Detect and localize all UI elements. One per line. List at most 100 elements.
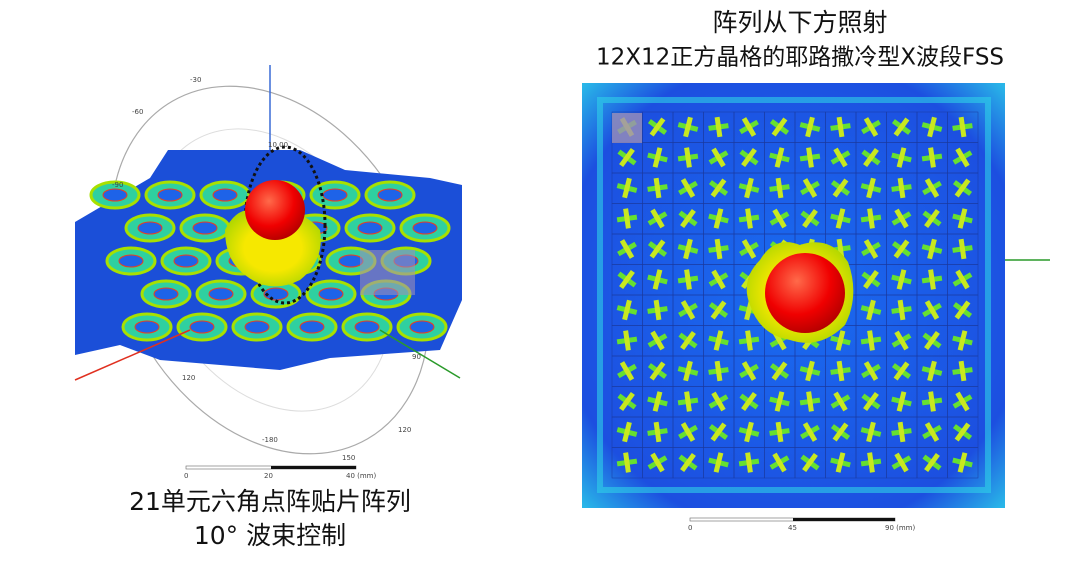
cross xyxy=(617,391,637,412)
cross xyxy=(800,452,820,473)
cross-arm xyxy=(684,147,692,168)
cross xyxy=(861,269,881,290)
cross-arm xyxy=(863,117,879,137)
cross-arm xyxy=(927,238,937,260)
cross xyxy=(921,147,943,168)
patch xyxy=(412,221,438,235)
cross-arm xyxy=(867,208,875,229)
cross-arm xyxy=(711,269,726,290)
cross-arm xyxy=(893,361,910,381)
cross-arm xyxy=(896,391,907,412)
cross xyxy=(647,147,668,168)
cross xyxy=(922,422,942,442)
cross xyxy=(922,178,942,198)
cross xyxy=(739,147,759,168)
cross-arm xyxy=(955,269,970,290)
cross-arm xyxy=(893,117,910,137)
cross xyxy=(922,330,942,351)
patch xyxy=(153,287,179,301)
cross xyxy=(647,177,668,199)
cross xyxy=(922,452,942,473)
cross xyxy=(739,117,759,137)
cross-arm xyxy=(957,452,968,473)
cross-arm xyxy=(713,452,724,473)
cross xyxy=(921,238,943,260)
cross-arm xyxy=(802,208,818,229)
cross-arm xyxy=(741,117,757,137)
cross-arm xyxy=(741,391,757,412)
scale-label: 0 xyxy=(184,472,188,480)
cross-arm xyxy=(924,178,940,198)
cross-arm xyxy=(863,361,879,381)
cross xyxy=(708,269,729,290)
scale-label: 20 xyxy=(264,472,273,480)
cross-arm xyxy=(958,116,967,138)
cross xyxy=(616,452,638,473)
cross xyxy=(616,208,638,229)
cross-arm xyxy=(958,238,967,260)
patch xyxy=(173,254,199,268)
patch xyxy=(208,287,234,301)
cross xyxy=(891,361,912,381)
cross xyxy=(647,208,668,229)
cross-arm xyxy=(835,330,846,351)
cross xyxy=(708,208,729,229)
cross-arm xyxy=(622,177,632,199)
cross-arm xyxy=(832,178,849,198)
cross xyxy=(799,116,821,138)
cross xyxy=(921,269,943,290)
patch xyxy=(102,188,128,202)
cross-arm xyxy=(866,421,876,443)
cross xyxy=(678,208,698,229)
cross xyxy=(891,269,912,290)
cross-arm xyxy=(867,330,875,351)
polar-label: 120 xyxy=(398,426,411,434)
patch xyxy=(318,287,344,301)
cross-arm xyxy=(744,421,754,443)
cross-arm xyxy=(745,452,753,473)
patch xyxy=(322,188,348,202)
scale-label: 40 (mm) xyxy=(346,472,377,480)
main-beam xyxy=(765,253,845,333)
cross xyxy=(952,330,973,351)
cross-arm xyxy=(619,361,635,381)
cross-arm xyxy=(653,421,662,443)
cross xyxy=(830,178,851,198)
cross-arm xyxy=(866,177,876,199)
cross-arm xyxy=(954,422,971,442)
cross xyxy=(952,208,973,229)
cross-arm xyxy=(714,360,723,382)
cross xyxy=(708,300,729,320)
cross xyxy=(891,330,912,351)
cross xyxy=(738,421,760,443)
cross-arm xyxy=(833,147,848,168)
cross-arm xyxy=(957,330,968,351)
cross-arm xyxy=(772,208,787,229)
patch xyxy=(338,254,364,268)
cross-arm xyxy=(802,452,818,473)
cross-arm xyxy=(832,422,849,442)
cross-arm xyxy=(619,239,635,259)
cross xyxy=(739,361,759,381)
cross-arm xyxy=(863,391,879,412)
cross-arm xyxy=(711,391,726,412)
cross xyxy=(922,208,942,229)
cross-arm xyxy=(710,300,727,320)
cross-arm xyxy=(806,391,814,412)
cross xyxy=(891,391,912,412)
cross xyxy=(921,391,943,412)
cross xyxy=(891,299,912,321)
cross xyxy=(708,178,729,198)
patch xyxy=(192,221,218,235)
cross xyxy=(860,452,882,473)
cross-arm xyxy=(652,391,663,412)
cross xyxy=(678,300,698,320)
cross xyxy=(678,178,698,198)
field-ring xyxy=(597,97,991,493)
cross-arm xyxy=(713,330,724,351)
cross xyxy=(769,177,790,199)
cross-arm xyxy=(928,147,936,168)
cross-arm xyxy=(710,422,727,442)
cross-arm xyxy=(684,391,692,412)
